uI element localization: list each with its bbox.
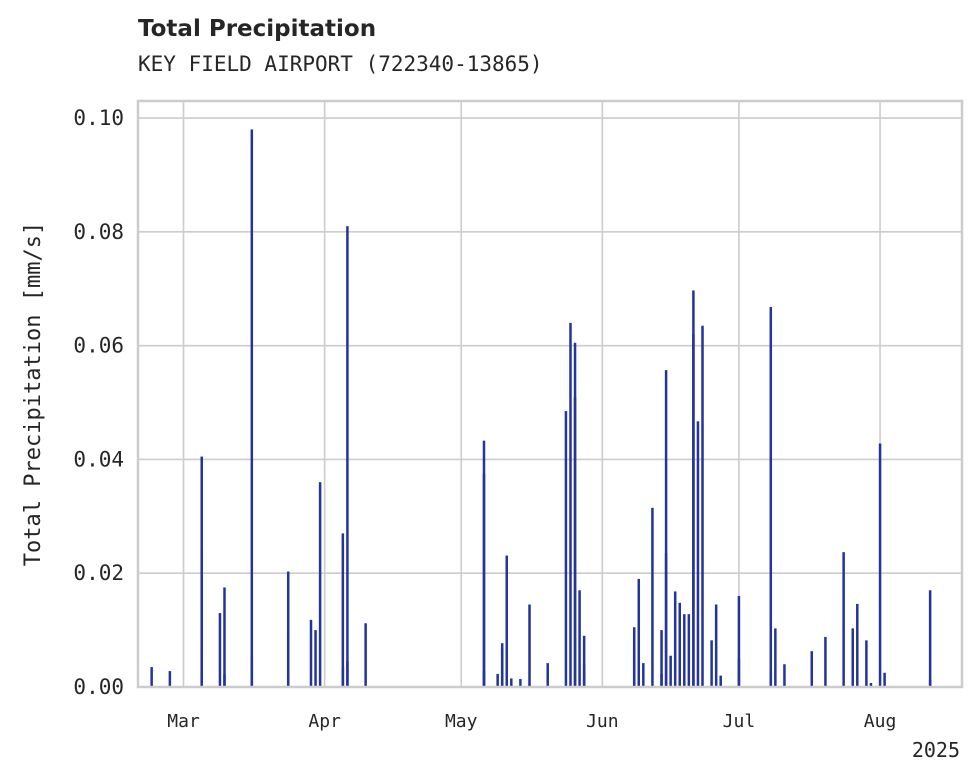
chart-subtitle: KEY FIELD AIRPORT (722340-13865)	[138, 52, 543, 76]
precipitation-bar	[200, 673, 203, 687]
precipitation-bar	[482, 440, 486, 687]
plot-frame	[136, 99, 964, 689]
precipitation-bar	[528, 684, 531, 687]
precipitation-bar	[150, 667, 153, 687]
precipitation-bar	[218, 613, 222, 687]
precipitation-bar	[701, 325, 704, 687]
precipitation-bars	[150, 129, 932, 688]
precipitation-bar	[500, 648, 504, 687]
precipitation-bar	[678, 602, 681, 687]
precipitation-bar	[286, 571, 290, 687]
y-tick-label: 0.02	[73, 561, 124, 585]
year-label: 2025	[912, 738, 960, 762]
precipitation-bar	[664, 370, 668, 687]
y-axis-ticks: 0.00 0.02 0.04 0.06 0.08 0.10	[73, 106, 124, 699]
y-tick-label: 0.10	[73, 106, 124, 130]
precipitation-bar	[683, 614, 686, 687]
precipitation-bar	[687, 614, 691, 687]
precipitation-bar	[546, 663, 549, 687]
precipitation-bar	[696, 421, 700, 687]
precipitation-bar	[642, 663, 645, 687]
precipitation-bar	[364, 623, 367, 687]
precipitation-bar	[673, 591, 677, 687]
precipitation-bar	[810, 651, 814, 687]
x-tick-label: Aug	[864, 711, 897, 732]
x-tick-label: May	[445, 711, 478, 732]
precipitation-bar	[250, 655, 254, 687]
precipitation-bar	[200, 456, 203, 687]
precipitation-bar	[851, 628, 854, 687]
precipitation-bar	[564, 411, 568, 687]
precipitation-bar	[928, 590, 932, 687]
precipitation-bar	[168, 671, 172, 687]
precipitation-bar	[346, 226, 349, 688]
precipitation-bar	[928, 679, 932, 687]
precipitation-bar	[223, 587, 226, 687]
y-tick-label: 0.00	[73, 675, 124, 699]
precipitation-bar	[528, 604, 531, 687]
precipitation-bar	[582, 635, 586, 687]
precipitation-bar	[824, 636, 827, 687]
precipitation-bar	[865, 640, 868, 687]
precipitation-bar	[660, 673, 663, 687]
precipitation-bar	[851, 682, 854, 687]
chart-title: Total Precipitation	[138, 16, 377, 42]
precipitation-bar	[510, 678, 513, 687]
precipitation-bar	[774, 628, 777, 687]
precipitation-bar	[250, 129, 254, 688]
precipitation-bar	[842, 552, 845, 687]
x-tick-label: Jul	[723, 711, 756, 732]
precipitation-bar	[714, 604, 718, 687]
precipitation-bar	[286, 630, 290, 687]
precipitation-bar	[783, 664, 786, 687]
grid-lines	[138, 101, 962, 688]
precipitation-bar	[632, 627, 636, 687]
precipitation-bar	[505, 555, 509, 687]
precipitation-bar	[769, 306, 773, 687]
precipitation-bar	[856, 603, 859, 687]
precipitation-bar	[719, 675, 722, 687]
y-axis-label: Total Precipitation [mm/s]	[21, 222, 46, 566]
precipitation-bar	[314, 630, 317, 687]
precipitation-bar	[578, 590, 581, 687]
precipitation-bar	[519, 679, 522, 687]
precipitation-bar	[318, 482, 322, 687]
precipitation-bar	[309, 619, 313, 687]
precipitation-bar	[569, 322, 572, 687]
precipitation-bar	[651, 507, 654, 687]
precipitation-bar	[346, 661, 349, 687]
precipitation-bar	[496, 673, 499, 687]
precipitation-bar	[223, 674, 226, 687]
precipitation-bar	[664, 553, 668, 687]
precipitation-bar	[573, 396, 577, 687]
x-tick-label: Mar	[167, 711, 200, 732]
precipitation-bar	[660, 630, 663, 687]
y-tick-label: 0.06	[73, 334, 124, 358]
precipitation-bar	[669, 655, 672, 687]
y-tick-label: 0.08	[73, 220, 124, 244]
precipitation-bar	[341, 533, 345, 687]
y-tick-label: 0.04	[73, 447, 124, 471]
precipitation-bar	[710, 640, 713, 687]
x-tick-label: Jun	[586, 711, 619, 732]
precipitation-bar	[737, 595, 741, 687]
x-tick-label: Apr	[308, 711, 341, 732]
precipitation-bar	[869, 683, 873, 687]
precipitation-bar	[878, 443, 882, 687]
precipitation-bar	[692, 334, 695, 687]
precipitation-bar	[637, 578, 641, 687]
x-axis-ticks: Mar Apr May Jun Jul Aug	[167, 711, 896, 732]
precipitation-bar	[883, 672, 886, 687]
